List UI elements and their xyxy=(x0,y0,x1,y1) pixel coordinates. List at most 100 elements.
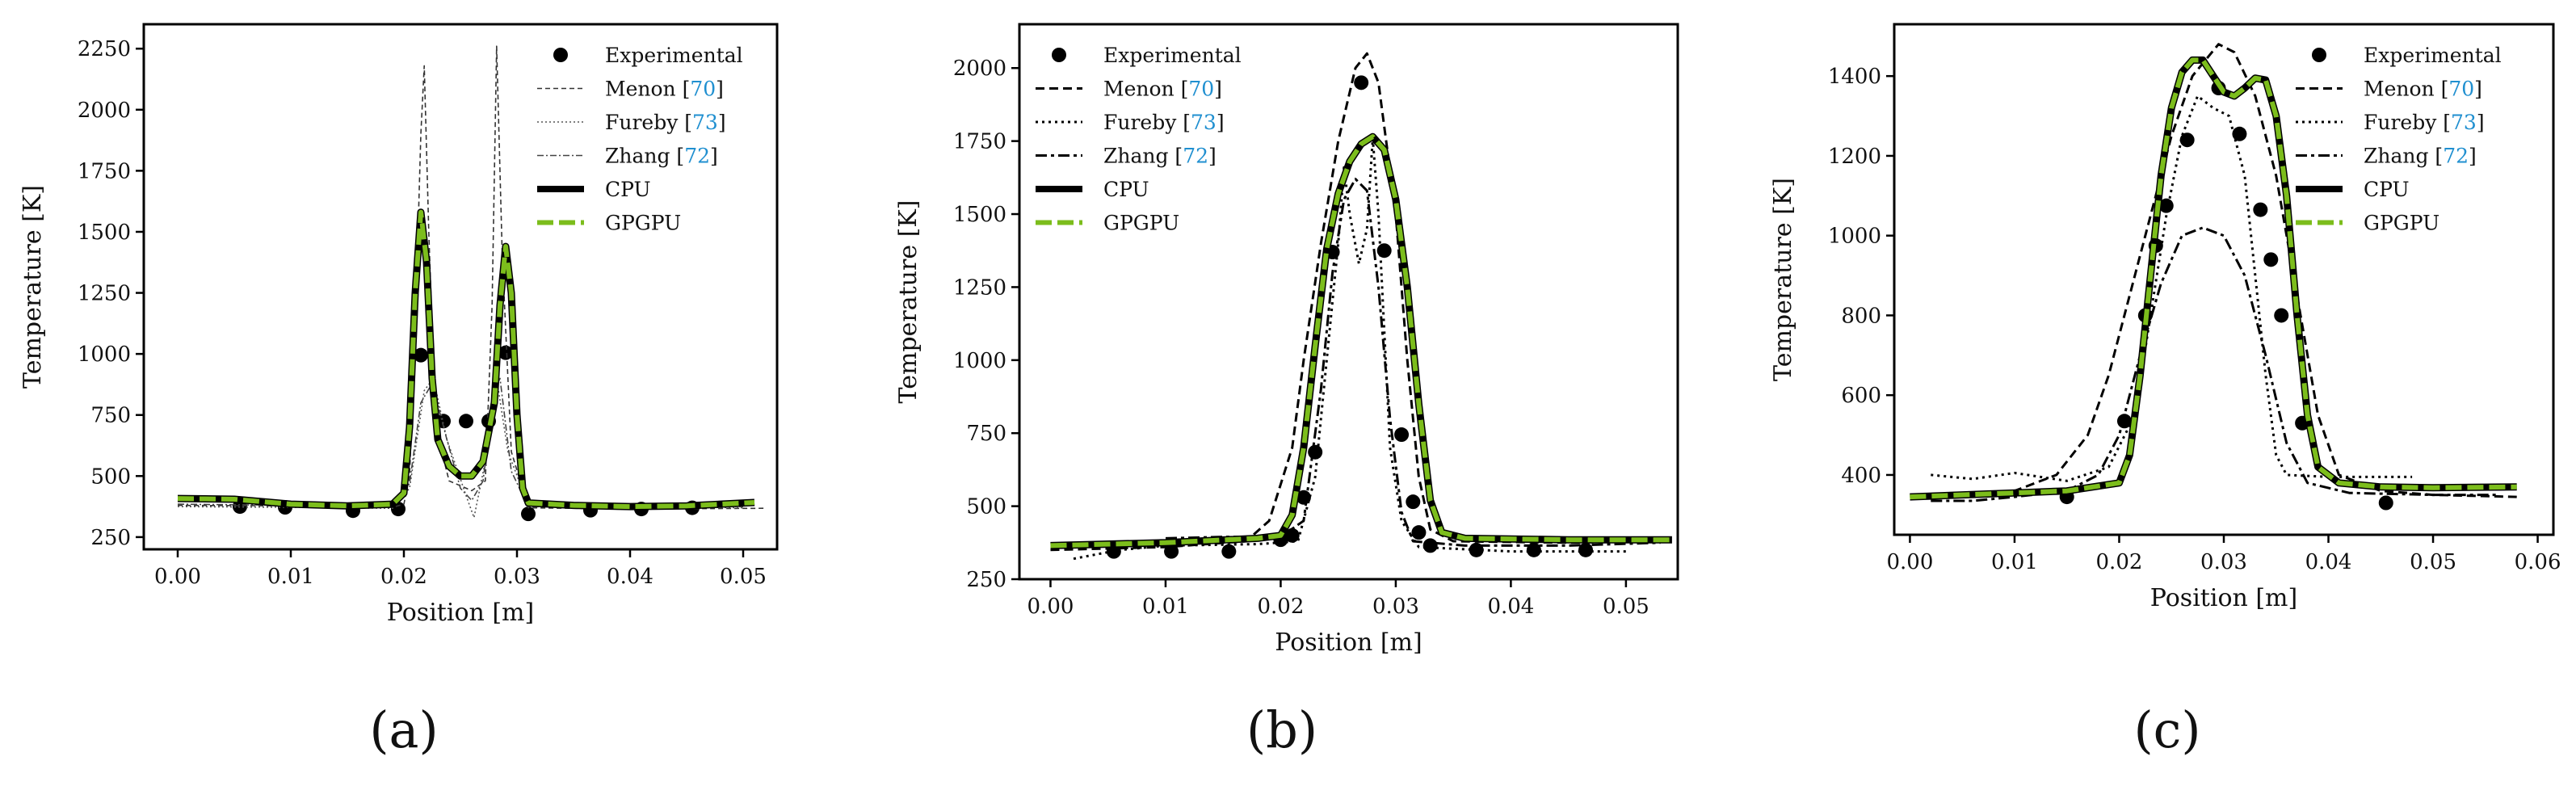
legend-text-part: Menon xyxy=(2364,78,2435,101)
data-point xyxy=(1284,528,1300,543)
data-point xyxy=(2274,308,2289,323)
series-line xyxy=(1910,57,2517,500)
legend-text-part: ] xyxy=(1208,145,1217,168)
legend-reference[interactable]: 70 xyxy=(690,78,716,101)
y-tick-label: 1500 xyxy=(78,221,131,245)
series-gpgpu xyxy=(177,209,755,510)
data-point xyxy=(1411,525,1427,540)
legend-text-part: Menon xyxy=(605,78,676,101)
x-tick-label: 0.01 xyxy=(267,565,314,589)
series-gpgpu xyxy=(1910,57,2517,500)
y-tick-label: 1750 xyxy=(953,130,1006,154)
legend-reference[interactable]: 70 xyxy=(2448,78,2474,101)
x-axis-label: Position [m] xyxy=(1275,628,1422,657)
y-tick-label: 750 xyxy=(966,422,1006,446)
data-point xyxy=(2158,198,2174,213)
series-line xyxy=(1931,95,2413,482)
x-tick-label: 0.01 xyxy=(1142,595,1189,619)
x-tick-label: 0.02 xyxy=(1257,595,1304,619)
data-point xyxy=(459,414,473,429)
legend-text-part: [ xyxy=(2428,145,2443,168)
y-axis-label: Temperature [K] xyxy=(19,185,47,389)
y-tick-label: 1000 xyxy=(1828,225,1881,249)
legend-text-part: Zhang xyxy=(2364,145,2428,168)
series-menon xyxy=(1050,52,1661,552)
legend-text-part: [ xyxy=(2435,78,2449,101)
x-tick-label: 0.04 xyxy=(607,565,653,589)
legend-reference[interactable]: 73 xyxy=(1191,111,1217,134)
legend-text-part: [ xyxy=(676,78,691,101)
legend-text-part: ] xyxy=(2474,78,2482,101)
y-axis-label: Temperature [K] xyxy=(1769,178,1797,381)
panel-label: (b) xyxy=(1246,700,1317,759)
legend-reference[interactable]: 73 xyxy=(692,111,718,134)
y-tick-label: 1200 xyxy=(1828,145,1881,169)
legend-label-experimental: Experimental xyxy=(605,44,743,67)
data-point xyxy=(521,506,536,522)
legend-marker xyxy=(553,48,568,62)
legend-text-part: [ xyxy=(1175,78,1189,101)
series-line xyxy=(177,45,767,510)
y-tick-label: 500 xyxy=(966,495,1006,519)
legend-label-gpgpu: GPGPU xyxy=(605,212,681,235)
y-tick-label: 750 xyxy=(90,404,131,428)
x-tick-label: 0.03 xyxy=(1372,595,1419,619)
legend-reference[interactable]: 70 xyxy=(1188,78,1214,101)
x-tick-label: 0.00 xyxy=(1886,550,1933,574)
series-menon xyxy=(177,45,767,510)
legend-reference[interactable]: 72 xyxy=(1183,145,1208,168)
legend-reference[interactable]: 72 xyxy=(2443,145,2469,168)
series-zhang xyxy=(1165,178,1661,547)
y-tick-label: 250 xyxy=(966,568,1006,592)
legend-text-part: Fureby xyxy=(1103,111,1177,134)
legend-label-menon: Menon [70] xyxy=(2364,78,2482,101)
x-tick-label: 0.02 xyxy=(2096,550,2143,574)
legend-text-part: Fureby xyxy=(2364,111,2437,134)
legend-text-part: [ xyxy=(1168,145,1183,168)
legend-text-part: Zhang xyxy=(605,145,670,168)
legend-label-zhang: Zhang [72] xyxy=(605,145,718,168)
legend-label-experimental: Experimental xyxy=(2364,44,2502,67)
y-tick-label: 1500 xyxy=(953,203,1006,227)
legend-label-cpu: CPU xyxy=(605,178,651,201)
legend-text-part: ] xyxy=(716,78,724,101)
series-fureby xyxy=(1931,95,2413,482)
panel-label: (a) xyxy=(369,700,438,759)
x-axis-label: Position [m] xyxy=(2150,584,2297,612)
series-gpgpu xyxy=(1050,134,1672,549)
y-tick-label: 250 xyxy=(90,526,131,550)
series-line xyxy=(177,209,755,510)
chart-panel-2: 0.00 0.01 0.02 0.03 0.04 0.05 250 500 750 1000 125… xyxy=(894,23,1679,759)
y-tick-label: 500 xyxy=(90,464,131,489)
x-tick-label: 0.03 xyxy=(494,565,540,589)
y-tick-label: 2250 xyxy=(78,37,131,61)
legend-text-part: ] xyxy=(2469,145,2477,168)
x-tick-label: 0.06 xyxy=(2515,550,2561,574)
legend-text-part: [ xyxy=(2436,111,2451,134)
y-tick-label: 1250 xyxy=(953,275,1006,300)
x-tick-label: 0.05 xyxy=(1603,595,1649,619)
legend-text-part: [ xyxy=(678,111,692,134)
data-point xyxy=(1354,75,1369,90)
legend-text-part: [ xyxy=(670,145,684,168)
legend-reference[interactable]: 73 xyxy=(2451,111,2477,134)
y-tick-label: 1250 xyxy=(78,282,131,306)
x-tick-label: 0.05 xyxy=(2410,550,2456,574)
legend-label-cpu: CPU xyxy=(1103,178,1149,201)
legend-label-menon: Menon [70] xyxy=(1103,78,1222,101)
x-tick-label: 0.04 xyxy=(2305,550,2352,574)
x-tick-label: 0.03 xyxy=(2200,550,2247,574)
legend-text-part: ] xyxy=(710,145,718,168)
legend-label-cpu: CPU xyxy=(2364,178,2410,201)
data-point xyxy=(1406,494,1421,510)
panel-label: (c) xyxy=(2133,700,2200,759)
legend-label-menon: Menon [70] xyxy=(605,78,724,101)
data-point xyxy=(2253,202,2268,217)
legend-reference[interactable]: 72 xyxy=(684,145,710,168)
legend-label-zhang: Zhang [72] xyxy=(1103,145,1217,168)
legend-text-part: Zhang xyxy=(1103,145,1168,168)
y-tick-label: 600 xyxy=(1841,384,1881,408)
legend-text-part: ] xyxy=(718,111,726,134)
